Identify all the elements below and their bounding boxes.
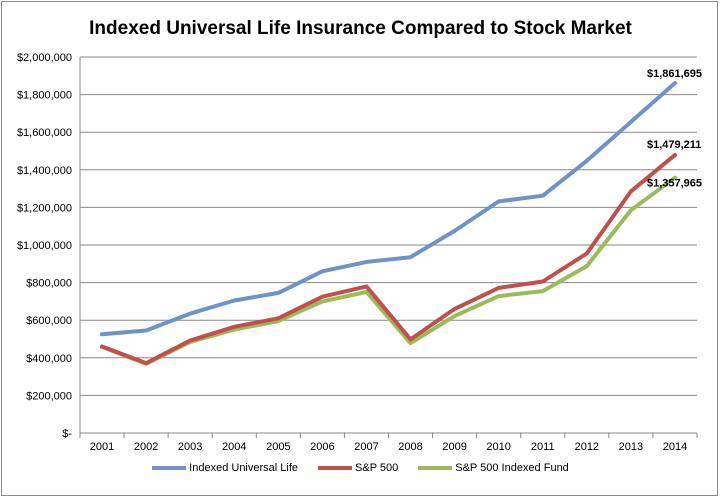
legend-label-indexed-universal-life: Indexed Universal Life <box>189 462 299 474</box>
legend-item-sp500-indexed-fund: S&P 500 Indexed Fund <box>418 462 569 474</box>
data-label-end: $1,479,211 <box>647 139 701 151</box>
y-tick-label: $800,000 <box>26 278 72 290</box>
legend-label-sp500-indexed-fund: S&P 500 Indexed Fund <box>455 462 569 474</box>
legend-swatch-indexed-universal-life <box>152 466 187 470</box>
legend-swatch-sp500 <box>318 466 353 470</box>
x-tick-label: 2009 <box>442 441 466 453</box>
y-tick-label: $400,000 <box>26 353 72 365</box>
legend-label-sp500: S&P 500 <box>355 462 399 474</box>
y-tick-label: $200,000 <box>26 390 72 402</box>
chart-title: Indexed Universal Life Insurance Compare… <box>89 18 632 39</box>
y-tick-label: $- <box>62 428 72 440</box>
y-tick-label: $1,600,000 <box>17 127 72 139</box>
x-tick-label: 2013 <box>619 441 643 453</box>
x-tick-label: 2001 <box>90 441 114 453</box>
series-line-s-p-500 <box>100 152 677 366</box>
series-line-indexed-universal-life <box>100 81 677 337</box>
x-tick-label: 2006 <box>310 441 334 453</box>
x-tick-label: 2010 <box>486 441 510 453</box>
legend-swatch-sp500-indexed-fund <box>418 466 453 470</box>
x-tick-label: 2007 <box>354 441 378 453</box>
x-tick-label: 2004 <box>222 441 246 453</box>
data-label-end: $1,861,695 <box>647 68 702 80</box>
chart-legend: Indexed Universal Life S&P 500 S&P 500 I… <box>0 458 721 478</box>
series-line-s-p-500-indexed-fund <box>100 175 677 366</box>
y-tick-label: $1,200,000 <box>17 202 72 214</box>
x-tick-label: 2011 <box>531 441 555 453</box>
x-tick-label: 2003 <box>178 441 202 453</box>
y-tick-label: $1,000,000 <box>17 240 72 252</box>
x-tick-label: 2005 <box>266 441 290 453</box>
legend-item-indexed-universal-life: Indexed Universal Life <box>152 462 298 474</box>
x-tick-label: 2014 <box>663 441 687 453</box>
y-tick-label: $2,000,000 <box>17 52 72 64</box>
y-tick-label: $1,800,000 <box>17 90 72 102</box>
x-tick-label: 2012 <box>575 441 599 453</box>
x-tick-label: 2002 <box>134 441 158 453</box>
y-tick-label: $1,400,000 <box>17 165 72 177</box>
legend-item-sp500: S&P 500 <box>318 462 398 474</box>
y-tick-label: $600,000 <box>26 315 72 327</box>
x-tick-label: 2008 <box>398 441 422 453</box>
data-label-end: $1,357,965 <box>647 178 702 190</box>
